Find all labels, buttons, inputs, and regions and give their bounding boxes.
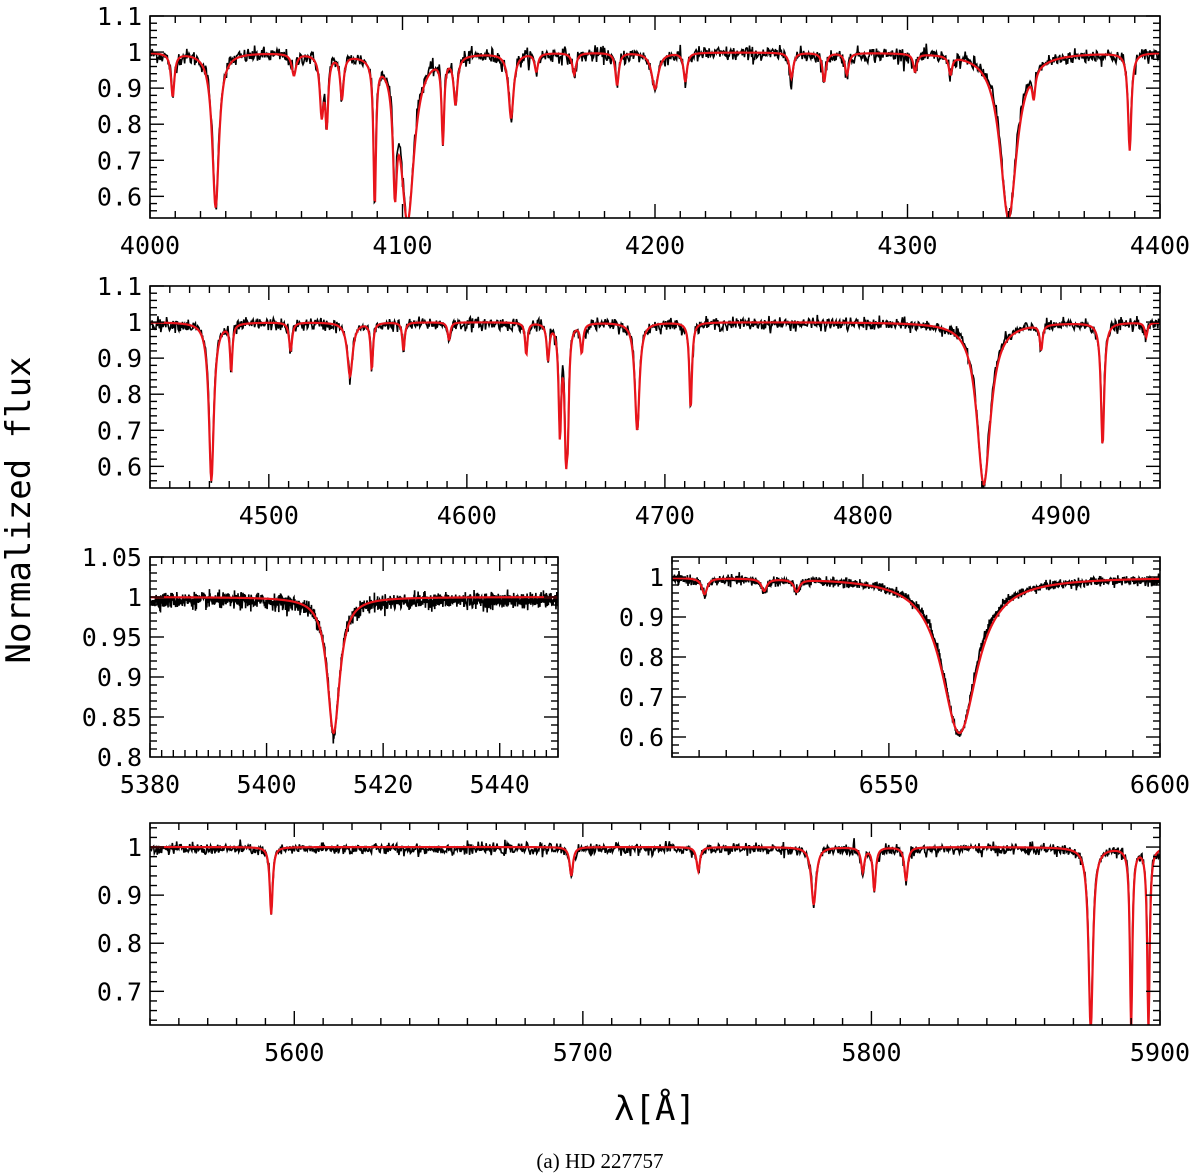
y-tick-label: 1 <box>127 583 142 612</box>
x-tick-label: 4500 <box>239 501 299 530</box>
panel-top: 4000 4100 4200 4300 4400 0.6 0.7 0.8 0.9 1 1.1 <box>97 2 1190 260</box>
model-spectrum-line <box>672 576 1160 735</box>
x-tick-label: 5600 <box>264 1038 324 1067</box>
y-tick-label: 0.9 <box>97 881 142 910</box>
y-tick-label: 0.9 <box>97 344 142 373</box>
x-tick-label: 4800 <box>833 501 893 530</box>
x-tick-label: 5380 <box>120 770 180 799</box>
plot-area <box>150 589 558 744</box>
x-tick-label: 5900 <box>1130 1038 1190 1067</box>
x-tick-label: 4600 <box>437 501 497 530</box>
panel-right-middle: 6550 6600 0.6 0.7 0.8 0.9 1 <box>619 556 1190 799</box>
y-tick-label: 0.8 <box>97 743 142 772</box>
y-tick-label: 0.8 <box>97 110 142 139</box>
y-tick-label: 1 <box>127 833 142 862</box>
y-tick-label: 1.1 <box>97 2 142 31</box>
plot-area <box>150 314 1160 488</box>
y-tick-label: 0.6 <box>619 723 664 752</box>
plot-frame <box>149 822 1161 1026</box>
y-tick-label: 0.9 <box>619 603 664 632</box>
y-tick-label: 0.8 <box>97 929 142 958</box>
x-tick-label: 4000 <box>120 231 180 260</box>
x-tick-label: 4700 <box>635 501 695 530</box>
plot-frame <box>671 556 1161 758</box>
y-tick-label: 1.1 <box>97 272 142 301</box>
plot-frame <box>149 285 1161 489</box>
x-tick-label: 4900 <box>1031 501 1091 530</box>
y-tick-label: 0.7 <box>97 146 142 175</box>
plot-frame <box>149 556 559 758</box>
y-tick-label: 0.85 <box>82 703 142 732</box>
observed-spectrum-line <box>672 570 1160 737</box>
observed-spectrum-line <box>150 43 1160 218</box>
figure-caption: (a) HD 227757 <box>536 1149 663 1173</box>
y-tick-label: 1.05 <box>82 543 142 572</box>
y-tick-label: 0.7 <box>97 416 142 445</box>
chart-panels: 4000 4100 4200 4300 44000.60.70.80.911.14500… <box>82 2 1190 1067</box>
y-tick-label: 0.9 <box>97 74 142 103</box>
x-tick-label: 5400 <box>236 770 296 799</box>
plot-area <box>672 570 1160 737</box>
panel-bottom: 5600 5700 5800 5900 0.7 0.8 0.9 1 <box>97 822 1190 1067</box>
x-tick-label: 4400 <box>1130 231 1190 260</box>
model-spectrum-line <box>150 321 1160 487</box>
y-tick-label: 0.7 <box>619 683 664 712</box>
x-tick-label: 5800 <box>841 1038 901 1067</box>
y-tick-label: 0.7 <box>97 977 142 1006</box>
plot-area <box>150 838 1160 1025</box>
y-tick-label: 1 <box>127 38 142 67</box>
model-spectrum-line <box>150 596 558 735</box>
observed-spectrum-line <box>150 838 1160 1025</box>
plot-frame <box>149 15 1161 219</box>
panel-second: 4500 4600 4700 4800 4900 0.6 0.7 0.8 0.9 1 1.1 <box>97 272 1161 530</box>
y-tick-label: 0.8 <box>619 643 664 672</box>
y-tick-label: 0.8 <box>97 380 142 409</box>
y-tick-label: 0.95 <box>82 623 142 652</box>
x-tick-label: 5420 <box>353 770 413 799</box>
x-tick-label: 4200 <box>625 231 685 260</box>
x-tick-label: 6550 <box>859 770 919 799</box>
x-tick-label: 4300 <box>877 231 937 260</box>
y-tick-label: 0.6 <box>97 182 142 211</box>
x-tick-label: 5700 <box>553 1038 613 1067</box>
y-tick-label: 1 <box>649 563 664 592</box>
x-tick-label: 4100 <box>372 231 432 260</box>
plot-area <box>150 43 1160 218</box>
x-tick-label: 6600 <box>1130 770 1190 799</box>
x-axis-title: λ[Å] <box>614 1088 696 1129</box>
model-spectrum-line <box>150 845 1160 1025</box>
model-spectrum-line <box>150 51 1160 218</box>
y-tick-label: 0.6 <box>97 452 142 481</box>
observed-spectrum-line <box>150 314 1160 488</box>
panel-left-middle: 5380 5400 5420 5440 0.8 0.85 0.9 0.95 1 1.05 <box>82 543 559 799</box>
y-tick-label: 1 <box>127 308 142 337</box>
y-tick-label: 0.9 <box>97 663 142 692</box>
x-tick-label: 5440 <box>470 770 530 799</box>
y-axis-title: Normalized flux <box>0 356 39 663</box>
